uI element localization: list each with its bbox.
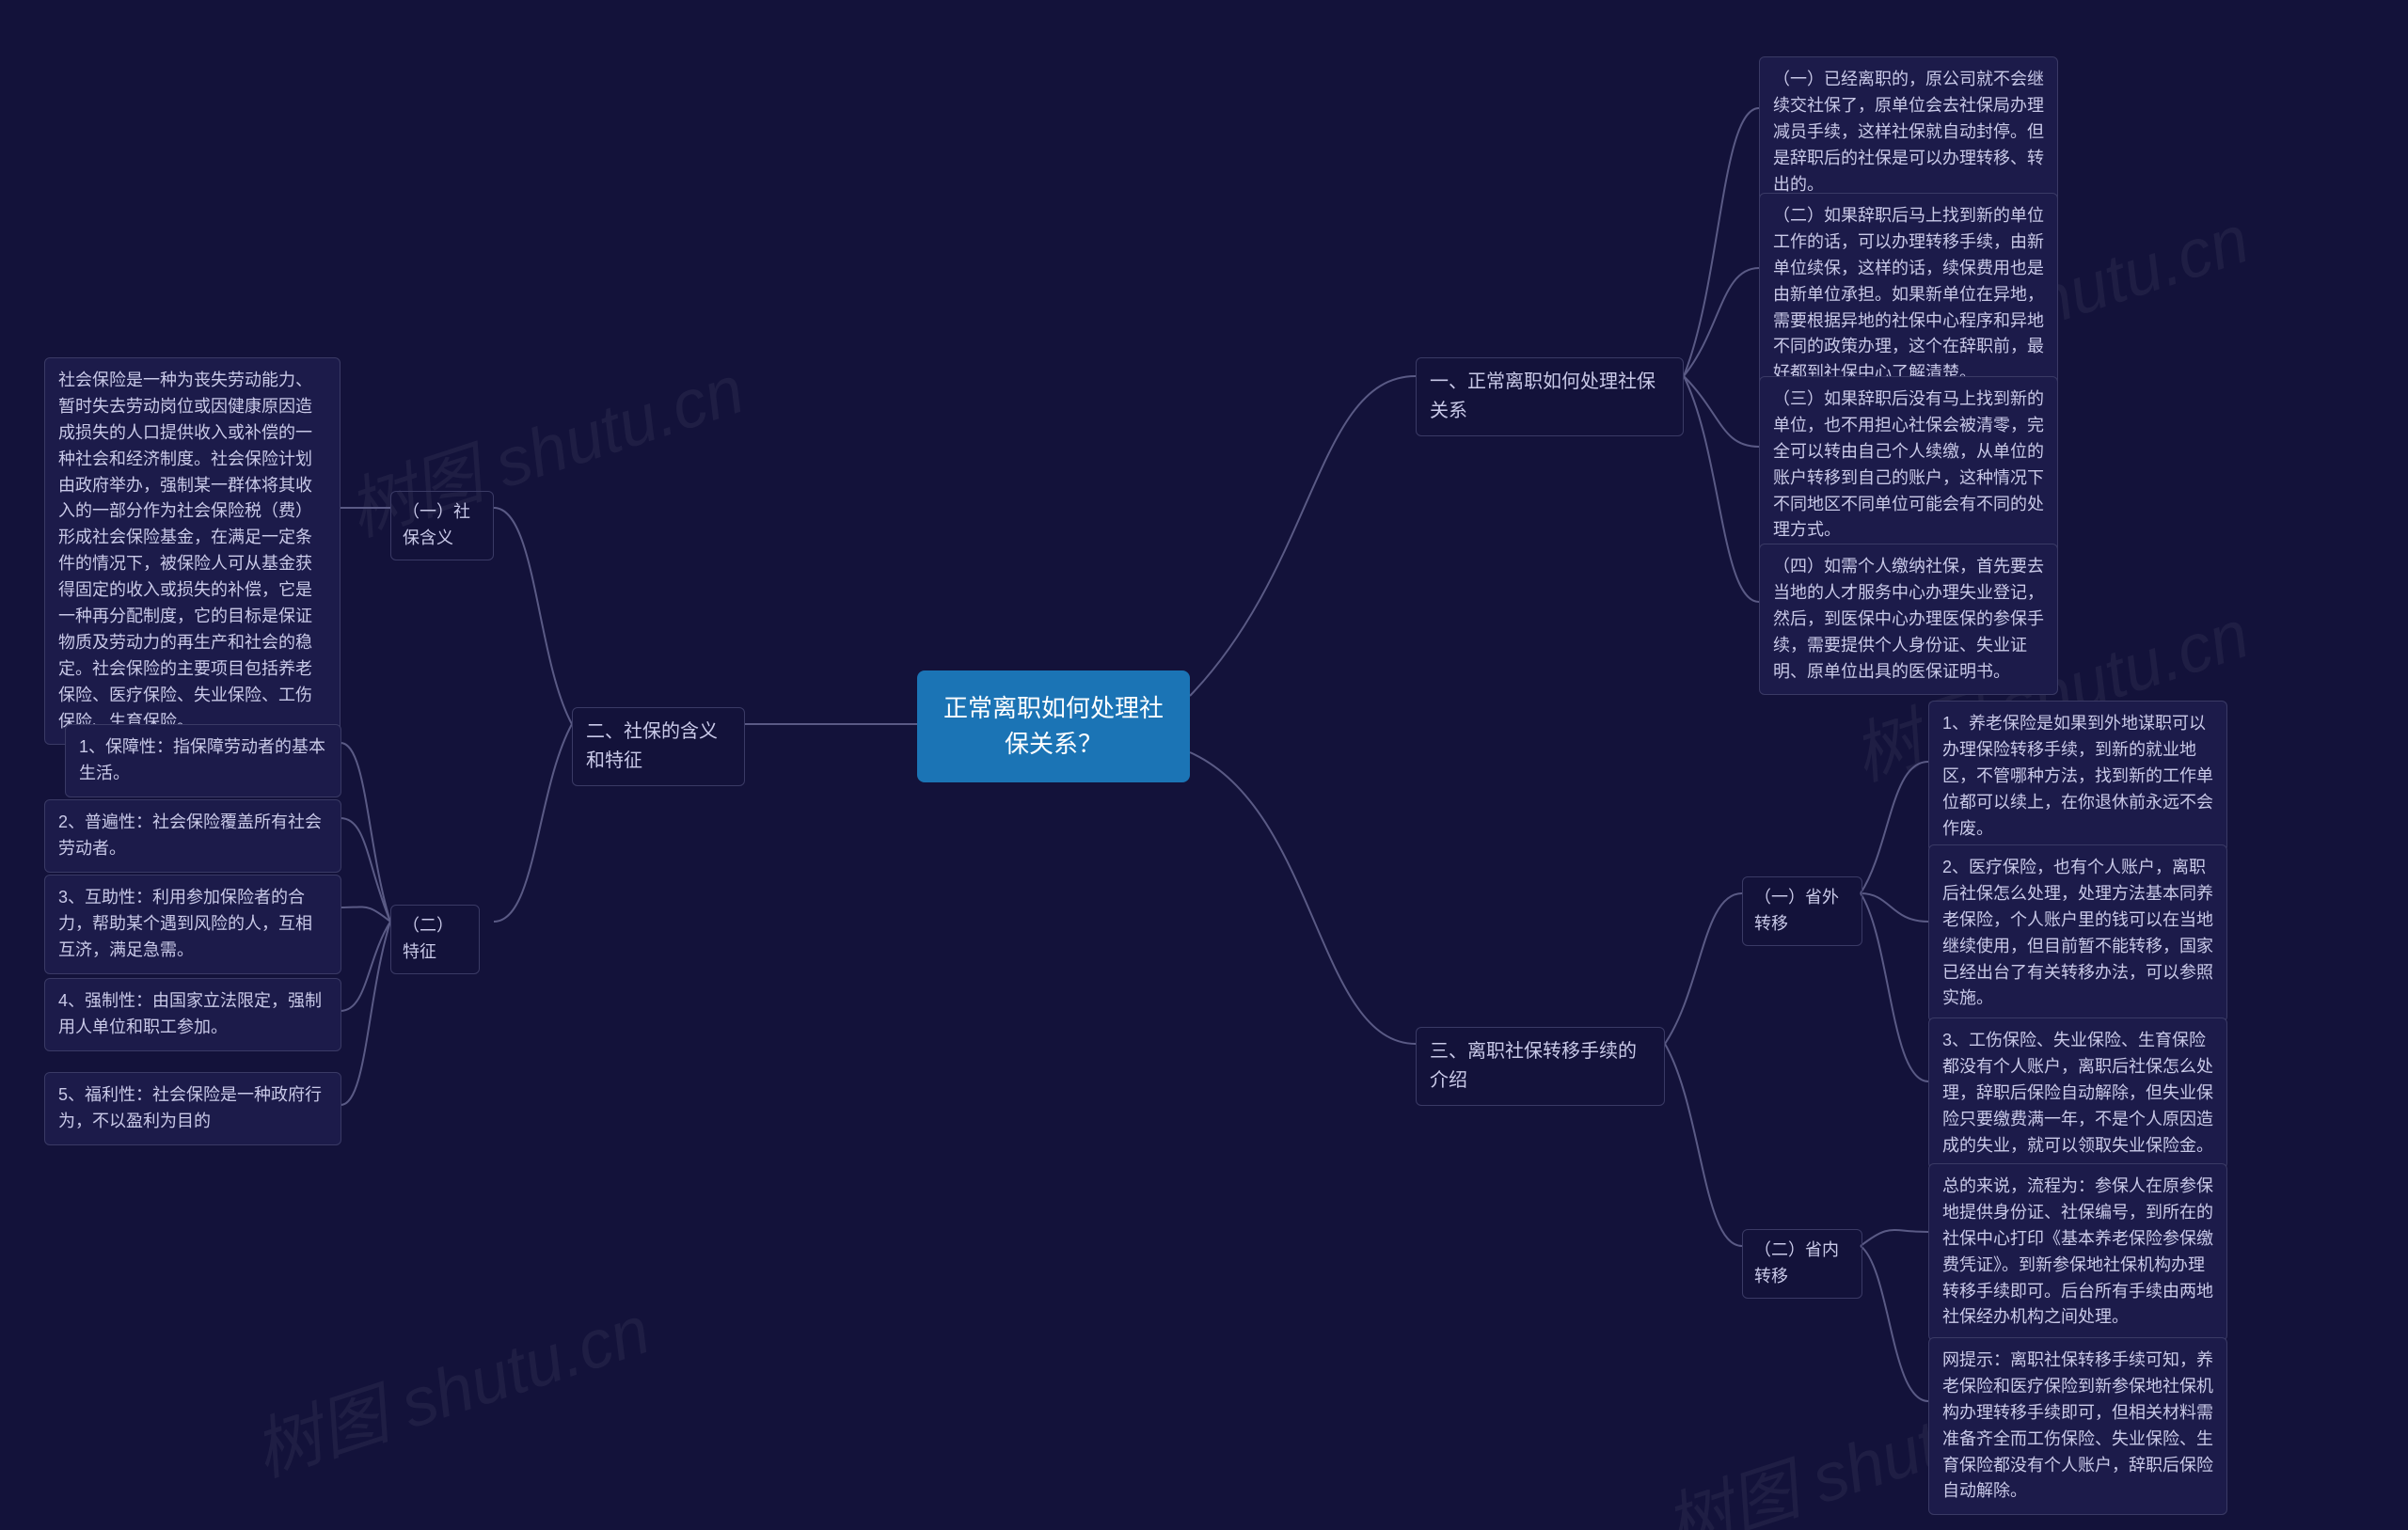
sub-r3-2[interactable]: （二）省内转移 [1742,1229,1862,1299]
leaf-r1-1[interactable]: （一）已经离职的，原公司就不会继续交社保了，原单位会去社保局办理减员手续，这样社… [1759,56,2058,208]
sub-l2-2[interactable]: （二）特征 [390,905,480,974]
leaf-r3-1-1[interactable]: 1、养老保险是如果到外地谋职可以办理保险转移手续，到新的就业地区，不管哪种方法，… [1928,701,2227,852]
leaf-l2-2-3[interactable]: 3、互助性：利用参加保险者的合力，帮助某个遇到风险的人，互相互济，满足急需。 [44,875,341,974]
branch-right-3[interactable]: 三、离职社保转移手续的介绍 [1416,1027,1665,1106]
leaf-r3-1-3[interactable]: 3、工伤保险、失业保险、生育保险都没有个人账户，离职后社保怎么处理，辞职后保险自… [1928,1017,2227,1169]
branch-left-2[interactable]: 二、社保的含义和特征 [572,707,745,786]
sub-r3-1[interactable]: （一）省外转移 [1742,876,1862,946]
leaf-r1-4[interactable]: （四）如需个人缴纳社保，首先要去当地的人才服务中心办理失业登记，然后，到医保中心… [1759,544,2058,695]
leaf-l2-1-1[interactable]: 社会保险是一种为丧失劳动能力、暂时失去劳动岗位或因健康原因造成损失的人口提供收入… [44,357,341,745]
leaf-r1-2[interactable]: （二）如果辞职后马上找到新的单位工作的话，可以办理转移手续，由新单位续保，这样的… [1759,193,2058,397]
leaf-l2-2-2[interactable]: 2、普遍性：社会保险覆盖所有社会劳动者。 [44,799,341,873]
center-topic[interactable]: 正常离职如何处理社保关系？ [917,670,1190,782]
watermark: 树图 shutu.cn [239,1274,659,1495]
leaf-r3-2-1[interactable]: 总的来说，流程为：参保人在原参保地提供身份证、社保编号，到所在的社保中心打印《基… [1928,1163,2227,1341]
leaf-l2-2-4[interactable]: 4、强制性：由国家立法限定，强制用人单位和职工参加。 [44,978,341,1051]
leaf-r3-1-2[interactable]: 2、医疗保险，也有个人账户，离职后社保怎么处理，处理方法基本同养老保险，个人账户… [1928,844,2227,1022]
sub-l2-1[interactable]: （一）社保含义 [390,491,494,560]
leaf-r1-3[interactable]: （三）如果辞职后没有马上找到新的单位，也不用担心社保会被清零，完全可以转由自己个… [1759,376,2058,554]
leaf-l2-2-1[interactable]: 1、保障性：指保障劳动者的基本生活。 [65,724,341,797]
branch-right-1[interactable]: 一、正常离职如何处理社保关系 [1416,357,1684,436]
leaf-l2-2-5[interactable]: 5、福利性：社会保险是一种政府行为，不以盈利为目的 [44,1072,341,1145]
leaf-r3-2-2[interactable]: 网提示：离职社保转移手续可知，养老保险和医疗保险到新参保地社保机构办理转移手续即… [1928,1337,2227,1515]
